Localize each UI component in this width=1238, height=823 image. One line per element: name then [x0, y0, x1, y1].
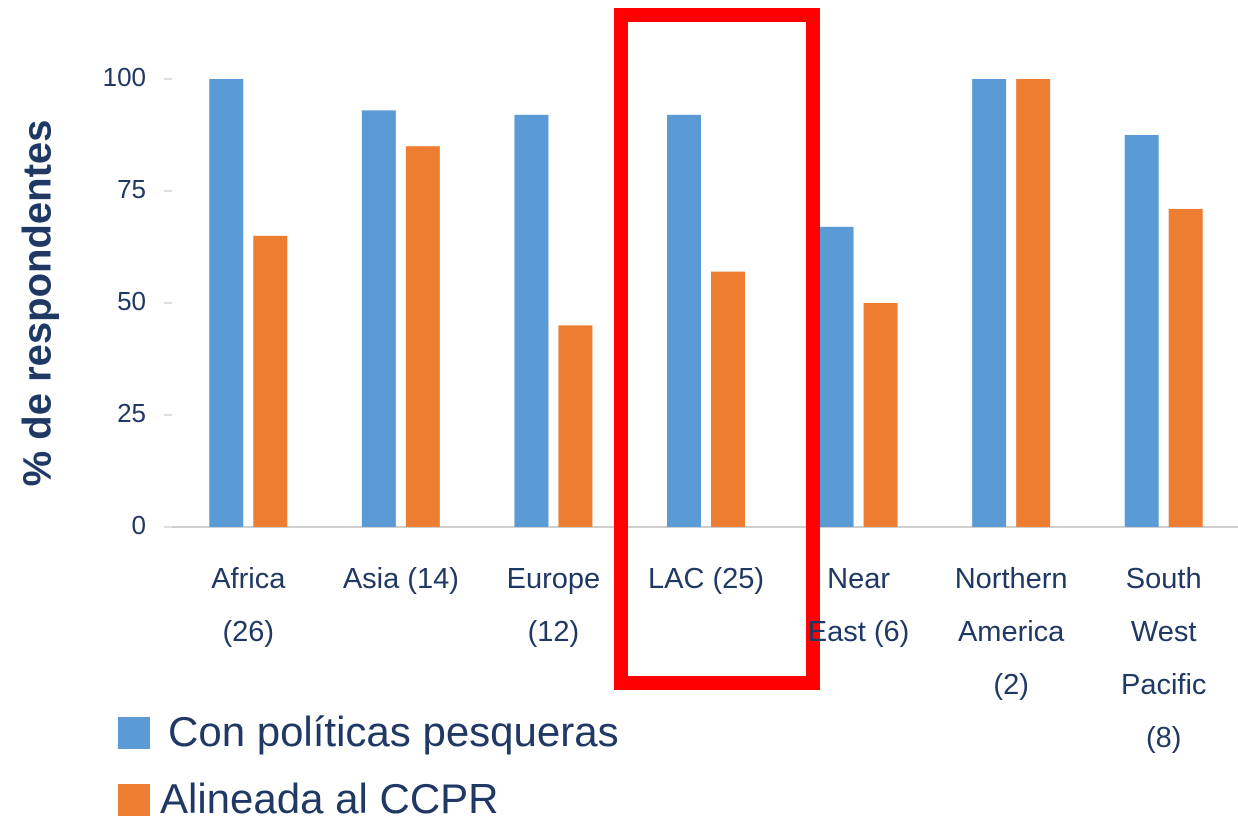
bar — [514, 114, 549, 527]
bar — [711, 271, 745, 527]
bar — [863, 303, 898, 527]
bar — [819, 226, 854, 527]
y-tick-label: 0 — [132, 510, 146, 540]
y-tick-label: 25 — [117, 398, 146, 428]
x-tick-label: Northern America (2) — [954, 563, 1068, 701]
y-tick-label: 100 — [103, 62, 146, 92]
legend-swatch — [118, 717, 150, 749]
bar — [558, 325, 593, 527]
x-tick-label: Asia (14) — [342, 563, 459, 595]
x-tick-label: LAC (25) — [647, 563, 765, 595]
bar — [667, 114, 701, 527]
bar — [972, 79, 1007, 527]
y-tick-label: 75 — [117, 174, 146, 204]
x-tick-label: Near East (6) — [807, 563, 910, 648]
bar — [1124, 135, 1159, 527]
highlight-box — [614, 8, 820, 690]
bar — [361, 110, 396, 528]
legend-label: Con políticas pesqueras — [168, 708, 619, 755]
x-tick-label: Europe (12) — [506, 563, 601, 648]
y-tick-label: 50 — [117, 286, 146, 316]
bar — [209, 79, 244, 527]
x-tick-label: Africa (26) — [211, 563, 286, 648]
bar — [1016, 79, 1051, 527]
y-axis-label: % de respondentes — [16, 120, 60, 487]
x-tick-label: South West Pacific (8) — [1120, 563, 1207, 754]
bar — [253, 235, 288, 528]
legend-label: Alineada al CCPR — [160, 775, 499, 822]
legend-swatch — [118, 784, 150, 816]
bar — [405, 146, 440, 527]
bar — [1168, 208, 1203, 528]
